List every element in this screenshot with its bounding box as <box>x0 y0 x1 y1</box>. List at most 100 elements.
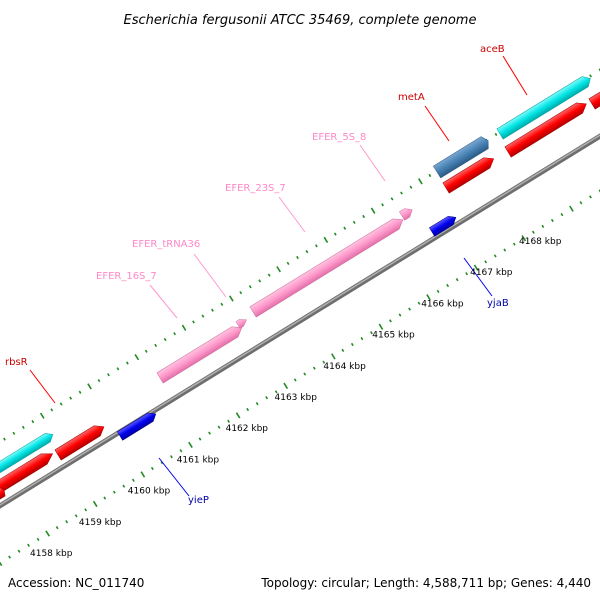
feature-rrna-5s[interactable] <box>399 205 414 221</box>
map-title: Escherichia fergusonii ATCC 35469, compl… <box>124 13 477 28</box>
track-tick <box>50 408 54 412</box>
label-EFER-16S-7: EFER_16S_7 <box>96 271 157 282</box>
feature-cds-yjaB[interactable] <box>429 213 458 237</box>
scale-tick-label: 4165 kbp <box>372 331 415 341</box>
track-tick <box>569 205 574 212</box>
scale-tick-label: 4159 kbp <box>79 518 122 528</box>
feature-rrna-23s[interactable] <box>249 215 406 318</box>
track-tick <box>494 132 498 137</box>
footer-accession: Accession: NC_011740 <box>8 576 144 590</box>
track-tick <box>378 323 384 330</box>
genome-backbone <box>0 133 600 509</box>
track-tick <box>400 191 403 195</box>
track-tick <box>27 543 30 547</box>
track-tick <box>428 173 432 178</box>
track-tick <box>276 266 281 273</box>
feature-cds-metA[interactable] <box>442 154 497 194</box>
track-tick <box>208 431 211 435</box>
track-tick <box>39 412 45 419</box>
track-tick <box>217 425 221 429</box>
feature-track-upper <box>0 73 600 502</box>
track-tick <box>144 349 148 353</box>
feature-cds-rbsR[interactable] <box>54 422 107 461</box>
track-tick <box>112 490 116 494</box>
track-tick <box>409 185 413 189</box>
label-metA: metA <box>398 92 425 103</box>
track-tick <box>97 378 101 383</box>
track-tick <box>521 235 527 242</box>
track-tick <box>179 449 183 453</box>
feature-cds-right-edge[interactable] <box>588 85 600 110</box>
track-tick <box>541 224 545 229</box>
feature-trna[interactable] <box>235 316 249 329</box>
track-tick <box>255 401 259 406</box>
track-tick <box>303 372 307 376</box>
track-tick <box>315 244 318 248</box>
track-tick <box>455 277 459 282</box>
track-tick <box>227 419 230 423</box>
feature-cds-aceB[interactable] <box>504 99 590 158</box>
track-tick <box>296 255 299 260</box>
track-tick <box>12 431 16 435</box>
track-tick <box>116 367 120 371</box>
track-tick <box>550 218 554 223</box>
track-tick <box>246 407 250 412</box>
track-tick <box>188 441 193 449</box>
feature-misc-steelblue[interactable] <box>432 135 491 179</box>
track-tick <box>258 279 262 283</box>
track-tick <box>512 242 516 246</box>
track-tick <box>343 226 347 230</box>
track-tick <box>69 396 73 400</box>
track-tick <box>370 207 376 214</box>
track-tick <box>283 382 289 390</box>
feature-cds-left-1[interactable] <box>0 449 56 502</box>
track-tick <box>45 530 50 537</box>
feature-rrna-16s[interactable] <box>156 323 245 384</box>
track-tick <box>465 272 469 276</box>
track-tick <box>211 308 214 312</box>
track-tick <box>589 195 592 199</box>
feature-operon-aceB[interactable] <box>496 73 594 140</box>
scale-tick-label: 4162 kbp <box>226 424 269 434</box>
track-tick <box>170 455 173 459</box>
track-tick <box>531 230 535 234</box>
track-tick <box>21 425 25 430</box>
feature-cds-edge[interactable] <box>0 486 7 502</box>
track-tick <box>173 332 176 336</box>
track-tick <box>265 396 269 400</box>
track-tick <box>560 212 564 217</box>
track-tick <box>239 291 243 295</box>
track-tick <box>163 337 167 342</box>
track-tick <box>350 342 354 347</box>
label-yieP: yieP <box>188 495 209 506</box>
track-tick <box>3 437 6 441</box>
label-EFER-5S-8: EFER_5S_8 <box>312 132 366 143</box>
track-tick <box>65 520 69 524</box>
track-tick <box>55 525 59 530</box>
track-tick <box>107 373 110 377</box>
scale-tick-label: 4167 kbp <box>470 268 513 278</box>
track-tick <box>352 220 356 224</box>
track-tick <box>125 361 129 365</box>
track-tick <box>192 320 195 324</box>
track-tick <box>381 203 384 207</box>
scale-tick-label: 4160 kbp <box>128 487 171 497</box>
genome-backbone-highlight <box>0 134 600 506</box>
track-tick <box>333 232 337 236</box>
scale-tick-label: 4166 kbp <box>421 299 464 309</box>
track-tick <box>78 390 82 394</box>
track-tick <box>446 283 450 288</box>
feature-track-lower <box>117 213 458 441</box>
feature-cds-yieP[interactable] <box>117 410 158 441</box>
scale-tick-label: 4168 kbp <box>519 237 562 247</box>
track-tick <box>331 353 336 360</box>
label-EFER-tRNA36: EFER_tRNA36 <box>132 239 200 250</box>
track-tick <box>220 302 224 307</box>
track-tick <box>323 236 329 244</box>
feature-operon-left[interactable] <box>0 430 55 483</box>
footer-summary: Topology: circular; Length: 4,588,711 bp… <box>260 576 591 590</box>
track-tick <box>36 537 40 542</box>
track-tick <box>92 500 98 508</box>
track-tick <box>286 261 290 266</box>
track-tick <box>229 295 234 302</box>
